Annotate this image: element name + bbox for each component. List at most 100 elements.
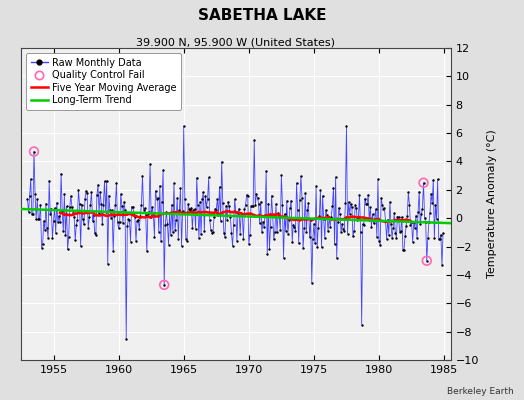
Point (204, 174, 213, 181)
Point (144, 210, 152, 217)
Point (279, 255, 288, 261)
Point (435, 236, 444, 243)
Point (335, 204, 343, 211)
Point (420, 215, 429, 221)
Point (389, 224, 397, 231)
Point (130, 214, 139, 220)
Point (359, 222, 368, 228)
Point (186, 206, 194, 213)
Point (145, 209, 153, 215)
Point (314, 224, 322, 231)
Point (439, 230, 447, 236)
Point (53, 219, 62, 225)
Point (123, 223, 132, 230)
Point (294, 240, 303, 246)
Y-axis label: Temperature Anomaly (°C): Temperature Anomaly (°C) (487, 130, 497, 278)
Point (238, 212, 246, 218)
Point (332, 174, 340, 180)
Point (282, 198, 291, 204)
Point (391, 229, 399, 236)
Point (194, 202, 202, 208)
Point (438, 262, 446, 268)
Point (231, 196, 239, 202)
Point (166, 209, 174, 216)
Point (261, 212, 269, 218)
Point (417, 211, 425, 218)
Point (222, 203, 230, 209)
Point (201, 193, 210, 199)
Point (422, 258, 431, 264)
Point (228, 243, 237, 249)
Point (150, 233, 159, 240)
Point (395, 213, 403, 220)
Point (71, 237, 80, 243)
Point (419, 180, 428, 186)
Point (141, 211, 150, 218)
Point (310, 220, 318, 227)
Point (348, 204, 356, 210)
Point (397, 228, 405, 234)
Point (311, 240, 319, 247)
Point (275, 213, 283, 220)
Point (77, 243, 85, 249)
Point (226, 214, 235, 220)
Point (64, 234, 73, 240)
Point (250, 137, 258, 143)
Point (26, 193, 34, 200)
Point (52, 200, 61, 206)
Point (413, 235, 421, 242)
Point (225, 203, 234, 210)
Point (70, 214, 78, 220)
Point (363, 201, 372, 208)
Point (172, 217, 180, 224)
Point (302, 229, 311, 236)
Point (344, 199, 353, 205)
Point (418, 205, 427, 212)
Point (63, 246, 72, 253)
Point (293, 207, 302, 213)
Point (92, 232, 100, 238)
Point (288, 238, 297, 245)
Point (280, 211, 289, 217)
Point (351, 202, 359, 208)
Point (414, 208, 422, 215)
Point (345, 210, 354, 217)
Point (209, 228, 217, 235)
Point (176, 185, 184, 192)
Point (39, 218, 48, 224)
Point (195, 235, 203, 242)
Point (357, 321, 366, 328)
Point (269, 236, 278, 242)
Point (61, 232, 70, 238)
Point (163, 220, 172, 227)
Point (411, 224, 419, 231)
Point (303, 206, 312, 213)
Point (268, 213, 277, 219)
Point (149, 211, 158, 217)
Point (400, 246, 408, 253)
Point (221, 234, 229, 240)
Point (401, 233, 409, 239)
Point (90, 212, 98, 218)
Point (248, 203, 256, 210)
Point (320, 216, 328, 222)
Point (421, 219, 430, 225)
Point (89, 218, 97, 224)
Point (390, 210, 398, 216)
Point (241, 206, 249, 212)
Point (296, 197, 304, 203)
Point (108, 207, 116, 213)
Point (258, 229, 266, 236)
Point (256, 220, 264, 226)
Point (216, 218, 225, 224)
Point (336, 211, 344, 217)
Point (404, 189, 412, 196)
Point (188, 225, 196, 231)
Point (126, 238, 135, 245)
Point (104, 261, 112, 267)
Point (37, 244, 46, 251)
Point (251, 202, 259, 208)
Point (355, 192, 364, 198)
Point (301, 190, 310, 196)
Point (319, 193, 327, 199)
